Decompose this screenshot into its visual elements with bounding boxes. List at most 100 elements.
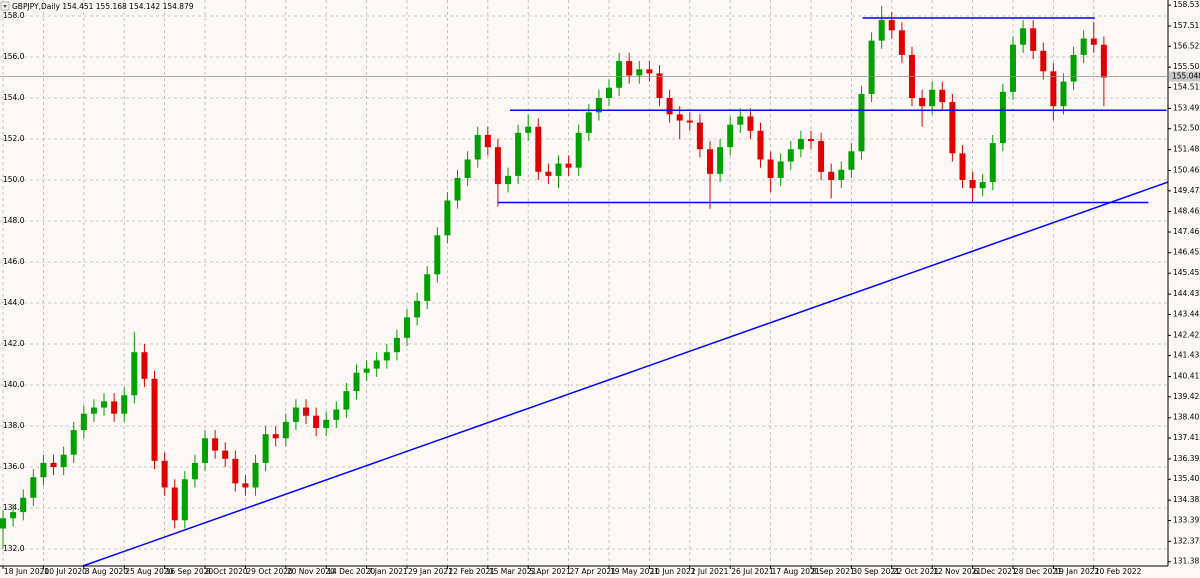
candle-body <box>1009 44 1016 92</box>
y2-tick-label: 144.432 <box>1173 289 1200 298</box>
y-tick-label: 146.0 <box>3 257 25 266</box>
y-tick-label: 132.0 <box>3 544 25 553</box>
candle-body <box>959 153 966 180</box>
y-tick-label: 158.0 <box>3 11 25 20</box>
candle-body <box>70 430 77 455</box>
x-tick-label: 20 Nov 2020 <box>287 567 335 576</box>
candle-body <box>807 138 814 142</box>
candle-body <box>171 487 178 521</box>
y-tick-label: 156.0 <box>3 52 25 61</box>
y2-tick-label: 156.522 <box>1173 41 1200 50</box>
y2-tick-label: 141.432 <box>1173 351 1200 360</box>
y2-tick-label: 139.422 <box>1173 392 1200 401</box>
candle-body <box>1060 81 1067 107</box>
x-tick-label: 25 Aug 2020 <box>125 567 173 576</box>
candle-body <box>202 438 209 463</box>
candle-body <box>898 30 905 55</box>
y-tick-label: 152.0 <box>3 134 25 143</box>
y2-tick-label: 149.472 <box>1173 186 1200 195</box>
y2-tick-label: 145.452 <box>1173 268 1200 277</box>
candle-body <box>262 434 269 463</box>
x-tick-label: 8 Oct 2020 <box>206 567 248 576</box>
candle-body <box>121 395 128 414</box>
candle-body <box>838 169 845 180</box>
candle-body <box>90 407 97 414</box>
y-tick-label: 150.0 <box>3 175 25 184</box>
candle-body <box>575 132 582 168</box>
candle-body <box>393 337 400 353</box>
candle-body <box>919 97 926 107</box>
candle-body <box>717 147 724 174</box>
candle-body <box>414 300 421 318</box>
y2-tick-label: 135.402 <box>1173 474 1200 483</box>
x-tick-label: 8 Sep 2021 <box>812 567 855 576</box>
x-tick-label: 6 Dec 2021 <box>974 567 1017 576</box>
x-tick-label: 10 Feb 2022 <box>1095 567 1142 576</box>
candle-body <box>848 151 855 170</box>
candle-body <box>40 462 47 478</box>
x-tick-label: 3 Aug 2020 <box>85 567 128 576</box>
candle-body <box>383 352 390 361</box>
candle-body <box>878 20 885 41</box>
candle-body <box>292 407 299 422</box>
candle-body <box>747 116 754 131</box>
y2-tick-label: 133.392 <box>1173 515 1200 524</box>
x-tick-label: 28 Dec 2021 <box>1014 567 1062 576</box>
candle-body <box>50 462 57 467</box>
y2-tick-label: 153.492 <box>1173 103 1200 112</box>
candle-body <box>1040 50 1047 72</box>
x-tick-label: 30 Sep 2021 <box>852 567 900 576</box>
y2-tick-label: 134.382 <box>1173 495 1200 504</box>
y2-tick-label: 142.422 <box>1173 330 1200 339</box>
candle-body <box>636 69 643 76</box>
x-tick-label: 16 Sep 2020 <box>166 567 214 576</box>
x-tick-label: 22 Feb 2021 <box>448 567 495 576</box>
candle-body <box>666 97 673 115</box>
x-tick-label: 2 Jul 2021 <box>691 567 729 576</box>
candle-body <box>232 458 239 484</box>
y2-tick-label: 148.462 <box>1173 207 1200 216</box>
x-tick-label: 10 Jun 2021 <box>650 567 695 576</box>
candle-body <box>353 372 360 392</box>
x-tick-label: 5 Apr 2021 <box>529 567 571 576</box>
x-tick-label: 29 Jan 2021 <box>408 567 453 576</box>
candle-body <box>797 138 804 150</box>
candle-body <box>494 147 501 185</box>
candle-body <box>1090 38 1097 45</box>
candle-body <box>222 450 229 459</box>
candle-body <box>404 317 411 338</box>
candle-body <box>191 462 198 480</box>
x-tick-label: 29 Oct 2020 <box>246 567 293 576</box>
y2-tick-label: 131.381 <box>1173 557 1200 566</box>
candle-body <box>585 112 592 133</box>
y2-tick-label: 151.482 <box>1173 145 1200 154</box>
x-tick-label: 19 May 2021 <box>610 567 659 576</box>
candle-body <box>777 161 784 178</box>
y2-tick-label: 143.442 <box>1173 309 1200 318</box>
candle-body <box>313 415 320 429</box>
x-tick-label: 18 Jun 2020 <box>4 567 49 576</box>
candle-body <box>151 378 158 461</box>
trend-line <box>82 181 1169 567</box>
candle-body <box>434 235 441 275</box>
x-tick-label: 10 Jul 2020 <box>44 567 87 576</box>
candle-body <box>929 89 936 107</box>
candle-body <box>868 40 875 94</box>
y2-tick-label: 137.412 <box>1173 433 1200 442</box>
candle-body <box>828 171 835 180</box>
candle-body <box>0 518 7 529</box>
candle-body <box>858 93 865 152</box>
y-tick-label: 140.0 <box>3 380 25 389</box>
candle-body <box>626 61 633 76</box>
candle-body <box>969 179 976 189</box>
candle-body <box>212 438 219 451</box>
candle-body <box>282 421 289 439</box>
y2-tick-label: 150.462 <box>1173 166 1200 175</box>
y2-tick-label: 152.502 <box>1173 124 1200 133</box>
candle-body <box>535 126 542 172</box>
y2-tick-label: 155.502 <box>1173 62 1200 71</box>
candle-body <box>303 407 310 416</box>
candle-body <box>525 126 532 133</box>
candle-body <box>111 401 118 414</box>
